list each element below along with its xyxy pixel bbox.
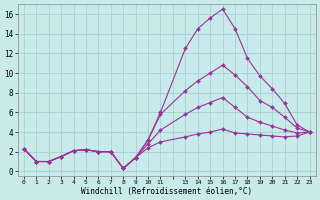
- X-axis label: Windchill (Refroidissement éolien,°C): Windchill (Refroidissement éolien,°C): [81, 187, 252, 196]
